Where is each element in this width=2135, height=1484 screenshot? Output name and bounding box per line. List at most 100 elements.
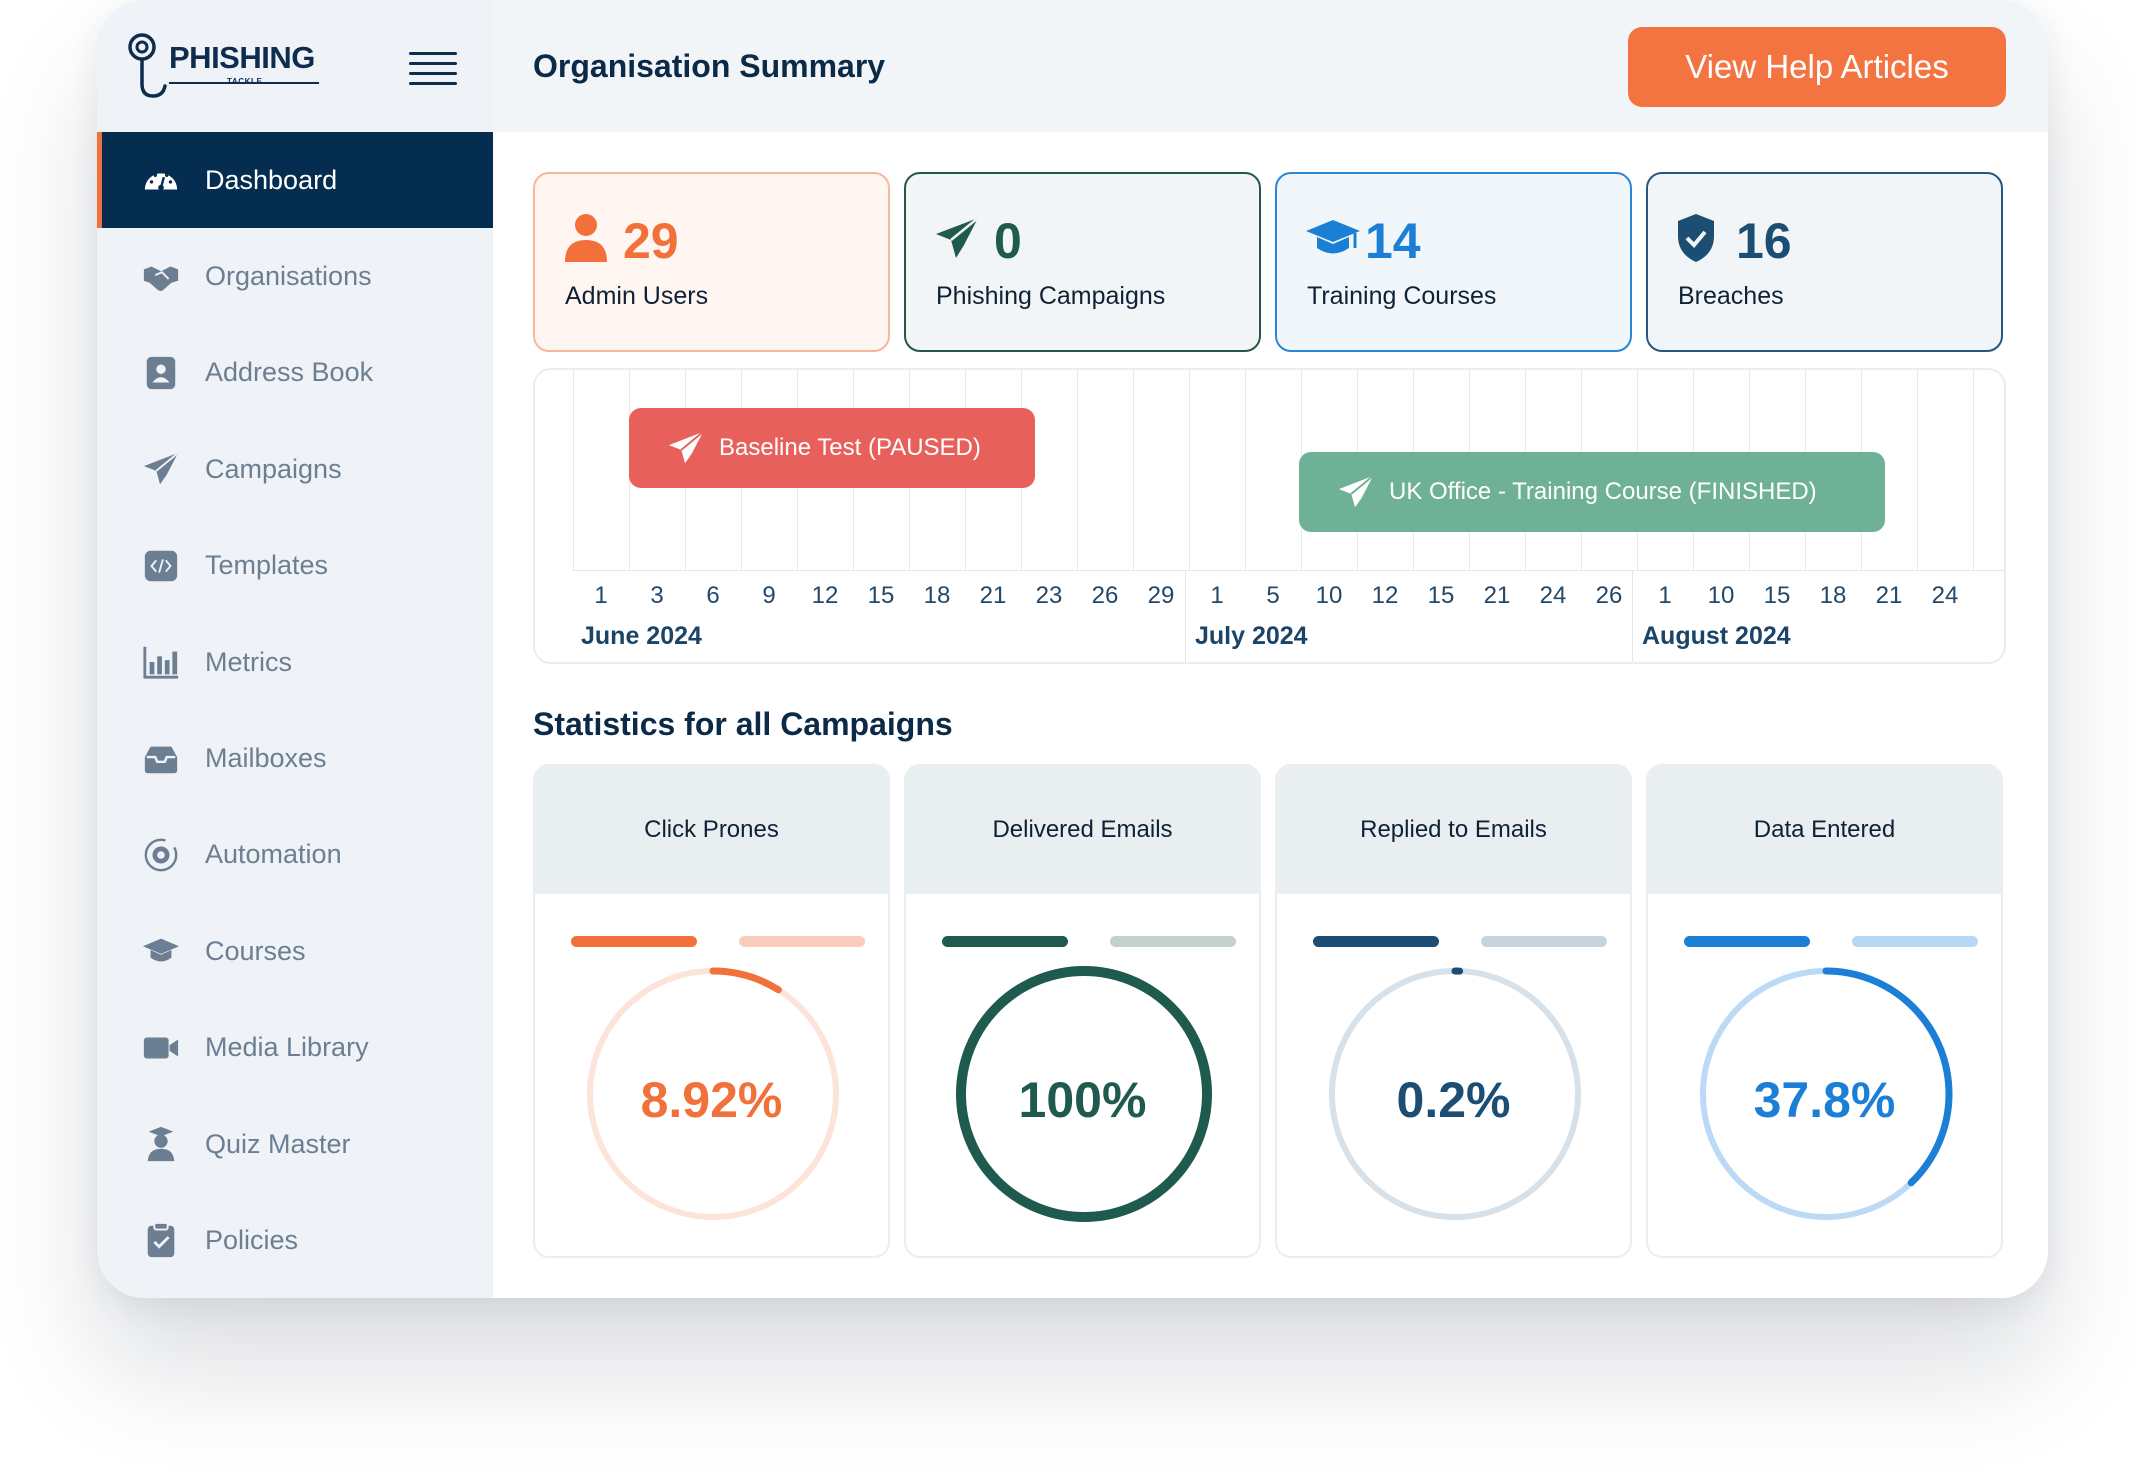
stat-card-training-courses[interactable]: 14 Training Courses: [1275, 172, 1632, 352]
sidebar-item-dashboard[interactable]: Dashboard: [97, 132, 493, 229]
sidebar-item-address-book[interactable]: Address Book: [97, 325, 493, 421]
timeline-day-tick: 1: [594, 582, 608, 609]
hamburger-menu-icon[interactable]: [409, 50, 459, 86]
sidebar-item-quiz-master[interactable]: Quiz Master: [97, 1096, 493, 1192]
statistics-section-title: Statistics for all Campaigns: [533, 706, 953, 742]
sidebar-item-label: Automation: [205, 839, 342, 870]
graduation-cap-icon: [141, 931, 181, 971]
stat-card-breaches[interactable]: 16 Breaches: [1646, 172, 2003, 352]
dashboard-gauge-icon: [141, 160, 181, 200]
stat-label: Phishing Campaigns: [936, 282, 1166, 310]
timeline-day-tick: 26: [1091, 582, 1119, 609]
timeline-grid-column: [1245, 370, 1246, 570]
sidebar-item-label: Organisations: [205, 261, 372, 292]
metric-percentage-value: 100%: [1018, 1072, 1147, 1128]
progress-ring: [956, 966, 1212, 1222]
video-camera-icon: [141, 1028, 181, 1068]
metric-legend-secondary: [1852, 936, 1978, 947]
timeline-baseline: [573, 570, 2004, 571]
timeline-day-tick: 15: [1763, 582, 1791, 609]
timeline-month-label: August 2024: [1642, 622, 1791, 650]
metric-card-data-entered[interactable]: Data Entered 37.8%: [1646, 764, 2003, 1258]
page-title: Organisation Summary: [533, 48, 886, 84]
sidebar-item-label: Address Book: [205, 357, 374, 388]
timeline-day-tick: 3: [650, 582, 664, 609]
sidebar-item-media-library[interactable]: Media Library: [97, 1000, 493, 1096]
metric-card-replied-to-emails[interactable]: Replied to Emails 0.2%: [1275, 764, 1632, 1258]
sidebar-item-campaigns[interactable]: Campaigns: [97, 421, 493, 517]
progress-ring: [1699, 967, 1953, 1221]
stat-value: 14: [1365, 213, 1421, 269]
paper-plane-icon: [1338, 475, 1374, 508]
sidebar-item-automation[interactable]: Automation: [97, 807, 493, 903]
bar-chart-icon: [141, 642, 181, 682]
timeline-event-baseline-test[interactable]: Baseline Test (PAUSED): [629, 408, 1035, 488]
metric-percentage-value: 0.2%: [1396, 1072, 1511, 1128]
timeline-month-divider: [1632, 570, 1633, 662]
progress-ring: [586, 967, 840, 1221]
metric-card-delivered-emails[interactable]: Delivered Emails 100%: [904, 764, 1261, 1258]
metric-percentage-value: 8.92%: [640, 1072, 783, 1128]
timeline-day-tick: 24: [1931, 582, 1959, 609]
hook-logo-icon: [128, 33, 167, 98]
timeline-day-tick: 1: [1658, 582, 1672, 609]
timeline-grid-column: [1077, 370, 1078, 570]
timeline-day-tick: 6: [706, 582, 720, 609]
sidebar-item-metrics[interactable]: Metrics: [97, 614, 493, 710]
brand-name: PHISHING: [169, 40, 315, 75]
timeline-day-tick: 26: [1595, 582, 1623, 609]
brand-logo[interactable]: PHISHING TACKLE: [127, 30, 347, 102]
timeline-day-tick: 12: [811, 582, 839, 609]
handshake-icon: [141, 257, 181, 297]
graduate-user-icon: [141, 1124, 181, 1164]
timeline-day-tick: 5: [1266, 582, 1280, 609]
sidebar-nav: Dashboard Organisations Address Book Cam…: [97, 132, 493, 1289]
timeline-day-tick: 1: [1210, 582, 1224, 609]
stat-label: Admin Users: [565, 282, 709, 310]
metric-legend-secondary: [1110, 936, 1236, 947]
metric-card-title: Delivered Emails: [906, 766, 1259, 894]
user-icon: [565, 214, 607, 262]
sidebar-item-label: Dashboard: [205, 164, 338, 195]
address-book-icon: [141, 353, 181, 393]
paper-plane-icon: [936, 217, 979, 258]
timeline-day-tick: 15: [1427, 582, 1455, 609]
main-content: 29 Admin Users 0 Phishing Campaigns 14 T…: [493, 132, 2048, 1298]
timeline-grid-column: [1917, 370, 1918, 570]
sidebar-item-label: Media Library: [205, 1032, 369, 1063]
timeline-day-tick: 21: [979, 582, 1007, 609]
sidebar-item-templates[interactable]: Templates: [97, 518, 493, 614]
sidebar-item-policies[interactable]: Policies: [97, 1192, 493, 1288]
inbox-icon: [141, 739, 181, 779]
timeline-day-tick: 12: [1371, 582, 1399, 609]
stat-card-phishing-campaigns[interactable]: 0 Phishing Campaigns: [904, 172, 1261, 352]
sidebar-item-mailboxes[interactable]: Mailboxes: [97, 710, 493, 806]
timeline-month-label: June 2024: [581, 622, 702, 650]
clipboard-check-icon: [141, 1220, 181, 1260]
brand-subname: TACKLE: [227, 77, 263, 86]
sidebar: PHISHING TACKLE Dashboard Organisations: [97, 0, 493, 1298]
app-window: PHISHING TACKLE Dashboard Organisations: [97, 0, 2048, 1298]
metric-card-click-prones[interactable]: Click Prones 8.92%: [533, 764, 890, 1258]
metric-legend-secondary: [739, 936, 865, 947]
sidebar-item-label: Metrics: [205, 646, 292, 677]
code-file-icon: [141, 546, 181, 586]
metric-legend-primary: [571, 936, 697, 947]
timeline-month-label: July 2024: [1195, 622, 1308, 650]
shield-check-icon: [1678, 214, 1714, 262]
stat-card-admin-users[interactable]: 29 Admin Users: [533, 172, 890, 352]
sidebar-item-courses[interactable]: Courses: [97, 903, 493, 999]
timeline-day-tick: 24: [1539, 582, 1567, 609]
timeline-day-tick: 10: [1707, 582, 1735, 609]
sidebar-item-organisations[interactable]: Organisations: [97, 228, 493, 324]
timeline-event-label: Baseline Test (PAUSED): [719, 434, 981, 461]
metric-card-title: Data Entered: [1648, 766, 2001, 894]
timeline-grid-column: [1189, 370, 1190, 570]
timeline-month-divider: [1185, 570, 1186, 662]
progress-ring-fill: [956, 966, 1212, 1222]
timeline-day-tick: 18: [923, 582, 951, 609]
view-help-articles-button[interactable]: View Help Articles: [1628, 27, 2006, 107]
timeline-event-uk-office-training[interactable]: UK Office - Training Course (FINISHED): [1299, 452, 1885, 532]
graduation-cap-icon: [1306, 220, 1360, 254]
timeline-day-tick: 21: [1875, 582, 1903, 609]
